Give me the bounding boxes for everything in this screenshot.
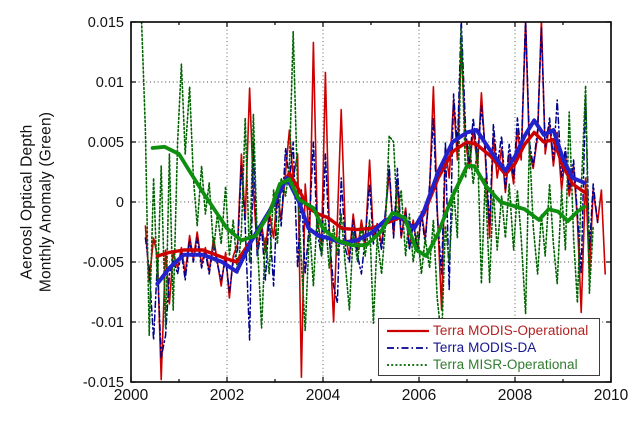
legend-row-modis-da: Terra MODIS-DA: [386, 340, 594, 356]
series-terra-modis-da-smoothed: [155, 118, 587, 286]
legend: Terra MODIS-Operational Terra MODIS-DA T…: [378, 318, 600, 376]
legend-row-modis-operational: Terra MODIS-Operational: [386, 323, 594, 339]
y-tick-label: -0.01: [91, 315, 124, 331]
y-axis-title-line1: Aeroosl Optical Depth: [18, 124, 36, 280]
y-tick-label: -0.015: [83, 375, 124, 391]
y-axis-title: Aeroosl Optical Depth Monthly Anomaly (G…: [18, 112, 57, 292]
legend-line-dotted-icon: [387, 363, 429, 366]
legend-label: Terra MISR-Operational: [433, 357, 578, 372]
legend-label: Terra MODIS-Operational: [433, 323, 589, 338]
x-tick-label: 2010: [594, 387, 629, 404]
series-terra-misr-operational-monthly: [140, 22, 594, 341]
x-tick-label: 2004: [306, 387, 341, 404]
legend-line-dashdot-icon: [387, 346, 429, 349]
y-tick-label: 0.01: [96, 75, 124, 91]
y-tick-label: 0.015: [88, 15, 124, 31]
y-tick-label: 0: [116, 195, 124, 211]
x-tick-label: 2008: [498, 387, 532, 404]
legend-line-solid-icon: [387, 329, 429, 332]
x-tick-label: 2002: [210, 387, 244, 404]
x-tick-label: 2006: [402, 387, 436, 404]
series-terra-modis-da-monthly: [144, 22, 599, 359]
y-axis-title-line2: Monthly Anomaly (Green): [38, 111, 55, 293]
legend-row-misr-operational: Terra MISR-Operational: [386, 357, 594, 373]
x-tick-label: 2000: [114, 387, 149, 404]
legend-label: Terra MODIS-DA: [433, 340, 537, 355]
y-tick-label: -0.005: [83, 255, 124, 271]
y-tick-label: 0.005: [88, 135, 124, 151]
series-terra-misr-operational-smoothed: [150, 144, 587, 258]
